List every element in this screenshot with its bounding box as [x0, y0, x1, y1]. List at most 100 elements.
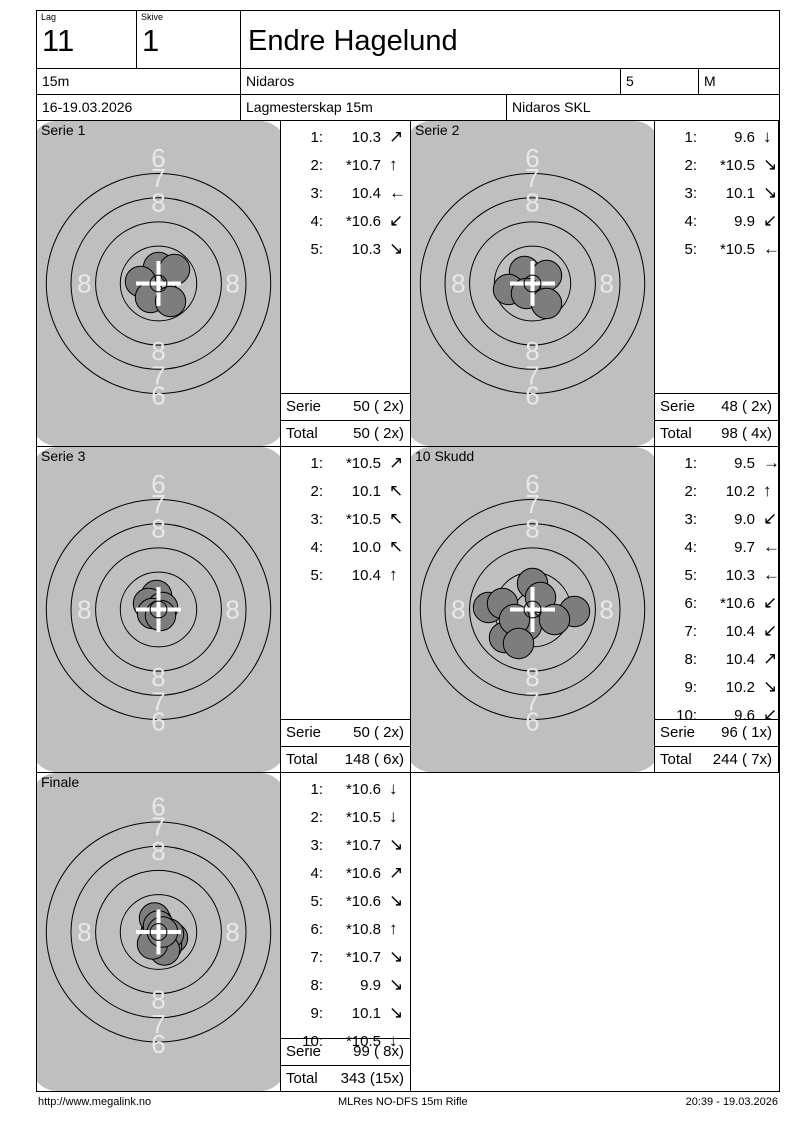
summary-row: Serie 48 ( 2x)	[655, 393, 778, 420]
score-list-panel: 1: *10.5 ↗ 2: 10.1 ↖ 3: *10.5 ↖ 4: 10.0 ↖ 5: 10.4 ↑ Ser…	[281, 447, 411, 773]
crosshair-arm	[156, 587, 161, 632]
ring-label: 6	[525, 707, 539, 737]
ring-label: 8	[599, 269, 613, 299]
shot-direction-arrow-icon: ↖	[389, 509, 404, 528]
target-ring	[119, 245, 198, 322]
footer-timestamp: 20:39 - 19.03.2026	[685, 1096, 778, 1108]
header-middle-row: 15m Nidaros 5 M	[37, 69, 779, 95]
shot-value: *10.6	[345, 781, 381, 798]
shot-direction-arrow-icon: ←	[389, 183, 406, 202]
ring-label: 8	[151, 514, 165, 544]
shooter-name: Endre Hagelund	[248, 25, 458, 57]
serie-label: Serie	[286, 724, 322, 741]
score-list-panel: 1: 9.5 → 2: 10.2 ↑ 3: 9.0 ↙ 4: 9.7 ← 5: 10.3 ← 6: *10.6 ↙…	[655, 447, 779, 773]
ring-label: 8	[151, 984, 165, 1014]
shot-value: 9.5	[734, 455, 755, 472]
target-ring	[119, 894, 198, 970]
score-list-panel: 1: *10.6 ↓ 2: *10.5 ↓ 3: *10.7 ↘ 4: *10.6 ↗ 5: *10.6 ↘…	[281, 773, 411, 1092]
ring-label: 6	[151, 469, 165, 499]
distance-value: 15m	[42, 73, 70, 89]
shot-value: 10.2	[725, 679, 755, 696]
shot-direction-arrow-icon: ↙	[763, 211, 778, 230]
shot-value: *10.7	[345, 837, 381, 854]
summary-row: Serie 96 ( 1x)	[655, 719, 778, 746]
target-ring	[70, 197, 247, 370]
shot-value: 10.1	[351, 1005, 381, 1022]
shot-value: *10.6	[345, 213, 381, 230]
shot-direction-arrow-icon: ↑	[389, 565, 398, 584]
competition-cell: Lagmesterskap 15m	[241, 95, 507, 120]
shot-index: 9:	[310, 1005, 323, 1022]
ring-label: 8	[151, 188, 165, 218]
shot-hole	[154, 285, 187, 318]
shot-index: 5:	[684, 241, 697, 258]
shot-index: 3:	[310, 511, 323, 528]
club-value: Nidaros	[246, 73, 295, 89]
shot-row: 3: 9.0 ↙	[655, 506, 778, 534]
shot-row: 2: *10.5 ↘	[655, 152, 778, 180]
shot-value: *10.6	[345, 865, 381, 882]
target-title: Serie 1	[41, 122, 86, 138]
shot-value: 10.1	[725, 185, 755, 202]
total-label: Total	[660, 751, 692, 768]
shot-direction-arrow-icon: ↘	[389, 891, 404, 910]
shot-direction-arrow-icon: ↗	[389, 453, 404, 472]
shot-index: 5:	[310, 241, 323, 258]
shot-index: 8:	[310, 977, 323, 994]
target-ring	[469, 547, 596, 672]
date-value: 16-19.03.2026	[42, 99, 133, 115]
shot-value: 9.0	[734, 511, 755, 528]
shot-hole	[158, 253, 191, 286]
shot-index: 10:	[302, 1033, 323, 1050]
shot-value: 10.4	[351, 185, 381, 202]
ring-label: 7	[151, 163, 165, 193]
shot-direction-arrow-icon: ↓	[389, 807, 398, 826]
target-ring	[469, 221, 596, 346]
ring-label: 6	[151, 143, 165, 173]
ring-label: 7	[151, 489, 165, 519]
shot-direction-arrow-icon: ↘	[389, 835, 404, 854]
shot-row: 5: *10.5 ←	[655, 236, 778, 264]
target-panel: 6 7 8 8 7 6 8 8 Serie 2	[411, 121, 655, 447]
shot-row: 7: 10.4 ↙	[655, 618, 778, 646]
serie-label: Serie	[660, 398, 696, 415]
shot-index: 6:	[684, 595, 697, 612]
ring-label: 6	[151, 791, 165, 821]
shot-row: 4: 10.0 ↖	[281, 534, 410, 562]
shot-direction-arrow-icon: ←	[763, 239, 779, 258]
summary-row: Total 98 ( 4x)	[655, 420, 778, 447]
ring-label: 7	[525, 361, 539, 391]
lag-value: 11	[42, 23, 75, 58]
shot-direction-arrow-icon: ↓	[389, 779, 398, 798]
skive-label: Skive	[141, 12, 164, 22]
ring-label: 7	[151, 361, 165, 391]
shot-index: 5:	[310, 567, 323, 584]
serie-value: 96 ( 1x)	[721, 724, 772, 741]
shot-row: 5: 10.3 ←	[655, 562, 778, 590]
target-panel: 6 7 8 8 7 6 8 8 Serie 1	[37, 121, 281, 447]
shot-row: 2: 10.1 ↖	[281, 478, 410, 506]
date-cell: 16-19.03.2026	[37, 95, 241, 120]
shot-direction-arrow-icon: ↗	[389, 863, 404, 882]
shot-direction-arrow-icon: ↘	[389, 947, 404, 966]
total-value: 148 ( 6x)	[344, 751, 404, 768]
shot-list: 1: *10.6 ↓ 2: *10.5 ↓ 3: *10.7 ↘ 4: *10.6 ↗ 5: *10.6 ↘…	[281, 776, 410, 1056]
shot-row: 8: 10.4 ↗	[655, 646, 778, 674]
shot-row: 2: 10.2 ↑	[655, 478, 778, 506]
ring-label: 8	[77, 595, 91, 625]
crosshair-arm	[156, 261, 161, 306]
shot-index: 5:	[310, 893, 323, 910]
skive-value: 1	[142, 23, 160, 58]
target-ring	[119, 571, 198, 648]
ring-label: 8	[525, 662, 539, 692]
summary-row: Total 343 (15x)	[281, 1065, 410, 1092]
shot-list: 1: 9.5 → 2: 10.2 ↑ 3: 9.0 ↙ 4: 9.7 ← 5: 10.3 ← 6: *10.6 ↙…	[655, 450, 778, 730]
shot-value: *10.5	[345, 511, 381, 528]
shot-index: 1:	[310, 781, 323, 798]
inner-ring	[523, 274, 542, 293]
total-label: Total	[286, 425, 318, 442]
club-cell: Nidaros	[241, 69, 621, 94]
lag-cell: Lag 11	[37, 11, 137, 68]
